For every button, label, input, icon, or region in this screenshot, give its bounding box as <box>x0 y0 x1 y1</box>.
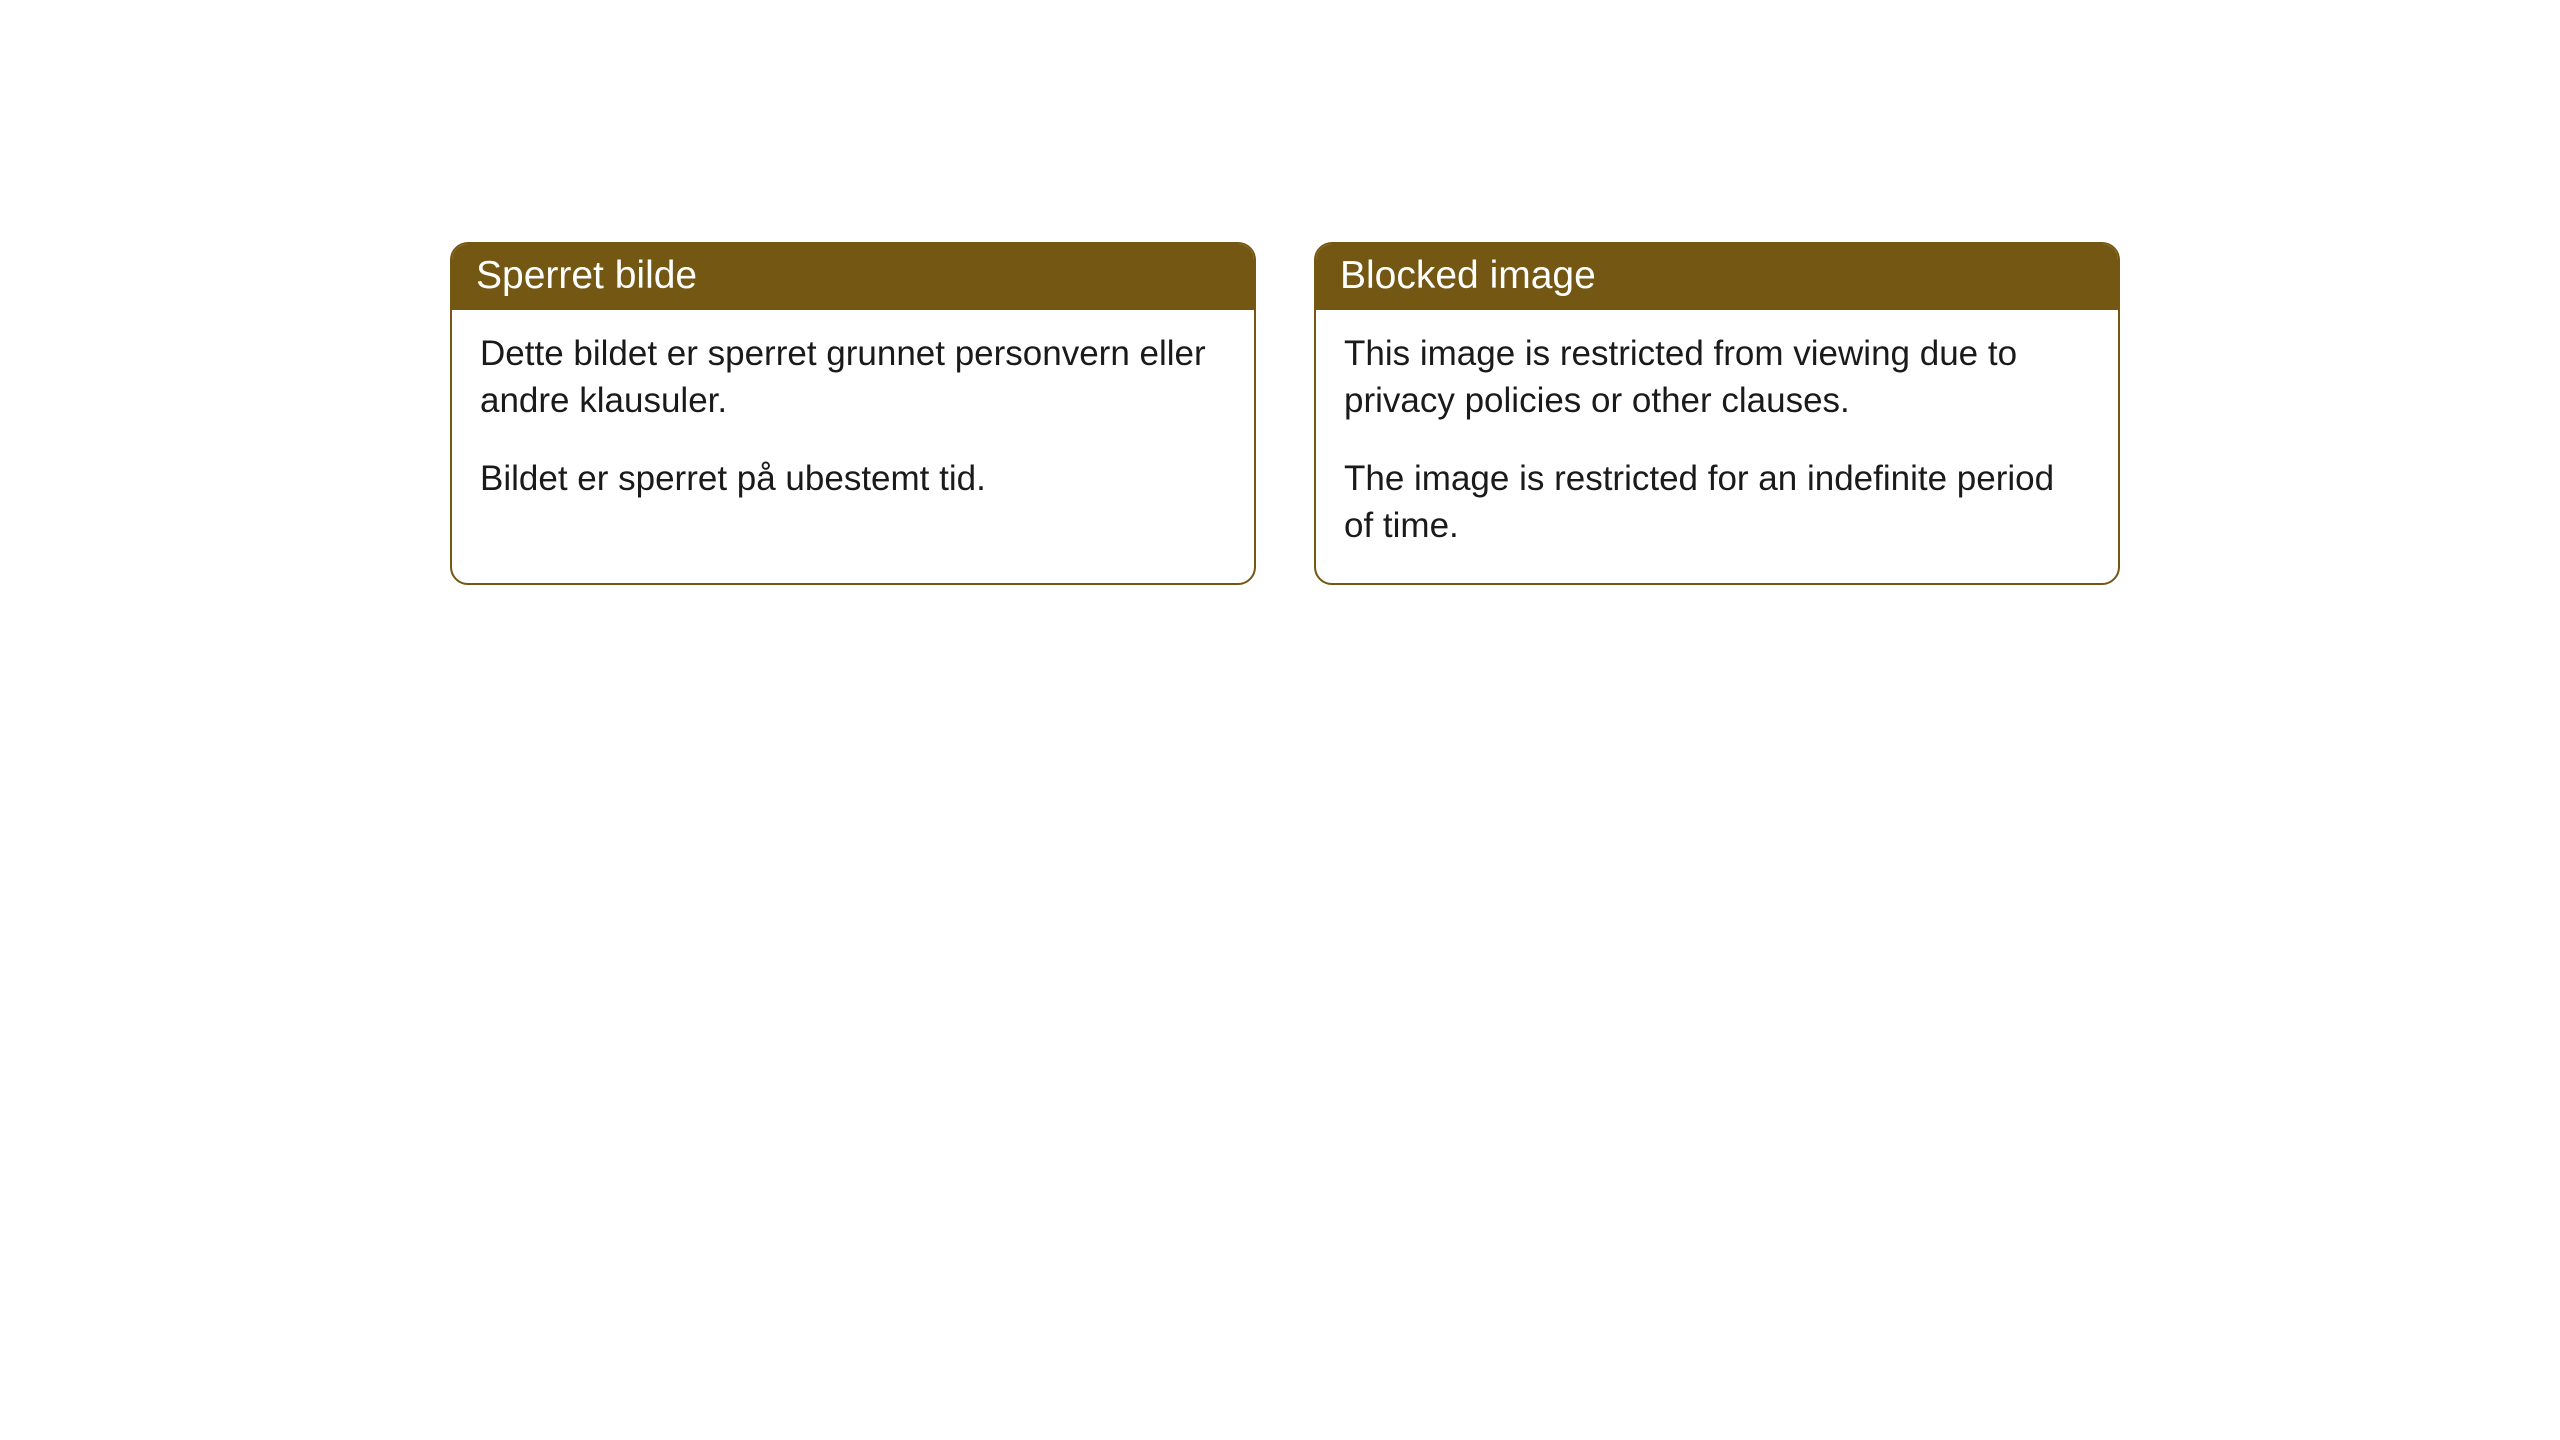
card-title: Sperret bilde <box>476 254 697 297</box>
notice-card-norwegian: Sperret bilde Dette bildet er sperret gr… <box>450 242 1256 585</box>
card-header-english: Blocked image <box>1316 244 2118 310</box>
card-paragraph: Bildet er sperret på ubestemt tid. <box>480 455 1226 502</box>
notice-card-english: Blocked image This image is restricted f… <box>1314 242 2120 585</box>
card-title: Blocked image <box>1340 254 1596 297</box>
card-paragraph: The image is restricted for an indefinit… <box>1344 455 2090 550</box>
card-body-english: This image is restricted from viewing du… <box>1316 310 2118 583</box>
card-paragraph: Dette bildet er sperret grunnet personve… <box>480 330 1226 425</box>
card-paragraph: This image is restricted from viewing du… <box>1344 330 2090 425</box>
notice-container: Sperret bilde Dette bildet er sperret gr… <box>450 242 2120 585</box>
card-body-norwegian: Dette bildet er sperret grunnet personve… <box>452 310 1254 536</box>
card-header-norwegian: Sperret bilde <box>452 244 1254 310</box>
